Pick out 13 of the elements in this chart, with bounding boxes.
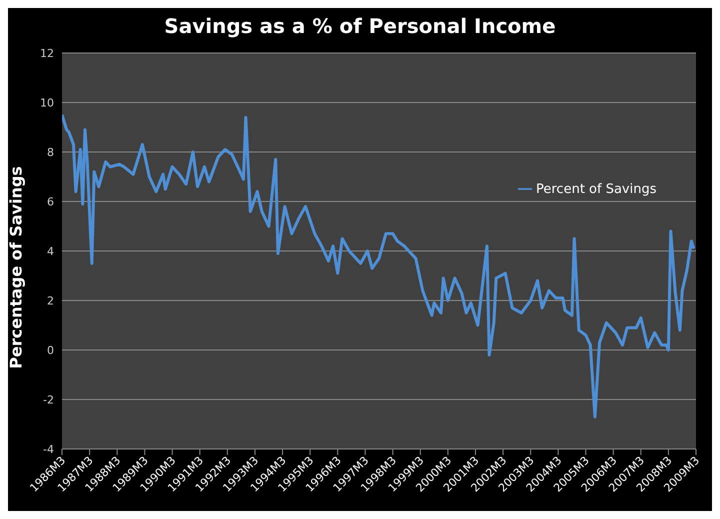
y-tick-label: 8 xyxy=(47,146,54,159)
y-tick-label: 2 xyxy=(47,294,54,308)
y-tick-label: 4 xyxy=(47,244,54,258)
line-series xyxy=(62,113,696,418)
y-axis-title: Percentage of Savings xyxy=(6,165,26,371)
y-tick-label: 12 xyxy=(40,46,54,60)
y-tick-label: 10 xyxy=(40,96,54,110)
chart-title: Savings as a % of Personal Income xyxy=(163,14,557,38)
y-tick-label: 6 xyxy=(47,195,54,208)
y-tick-label: 0 xyxy=(47,344,54,357)
legend-label: Percent of Savings xyxy=(536,182,656,197)
y-tick-label: -4 xyxy=(43,442,54,456)
y-tick-label: -2 xyxy=(43,393,54,406)
